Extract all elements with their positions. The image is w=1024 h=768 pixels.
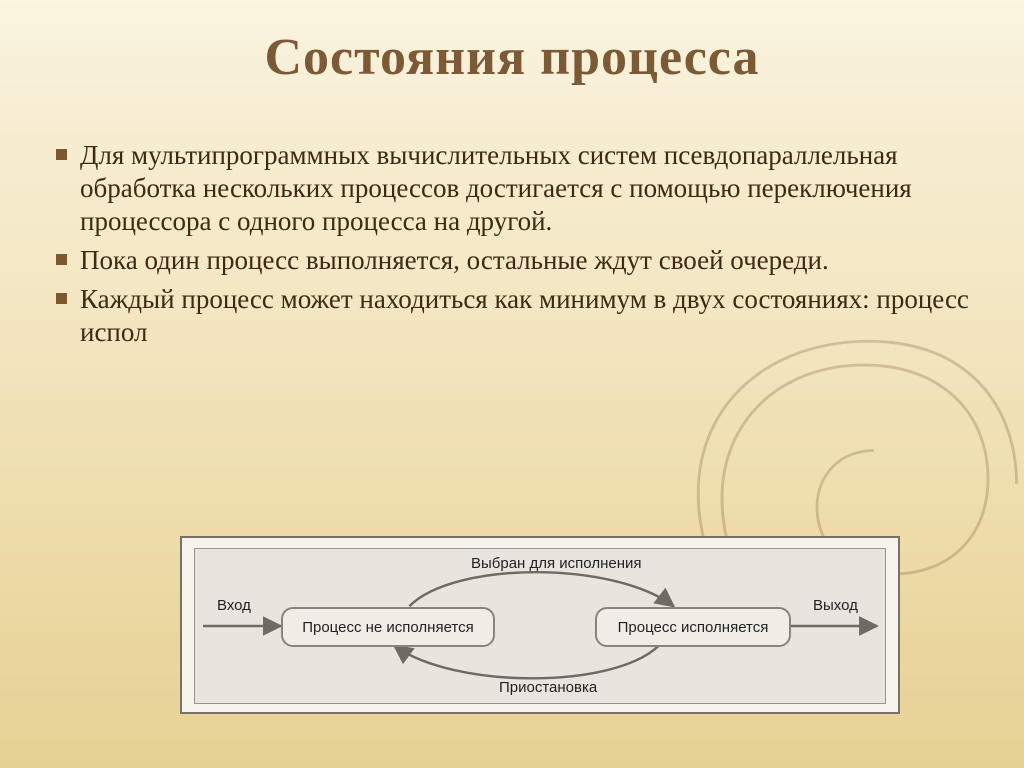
node-label: Процесс не исполняется [302, 619, 474, 636]
list-item: Пока один процесс выполняется, остальные… [48, 244, 976, 277]
state-diagram: Процесс не исполняется Процесс исполняет… [180, 536, 900, 714]
list-item: Для мультипрограммных вычислительных сис… [48, 139, 976, 238]
label-out: Выход [813, 597, 858, 614]
arrow-top [409, 572, 673, 606]
node-not-running: Процесс не исполняется [281, 607, 495, 647]
label-bottom: Приостановка [499, 679, 597, 696]
list-item: Каждый процесс может находиться как мини… [48, 283, 976, 349]
page-title: Состояния процесса [48, 28, 976, 87]
label-in: Вход [217, 597, 251, 614]
bullet-text: Для мультипрограммных вычислительных сис… [80, 140, 912, 236]
node-label: Процесс исполняется [618, 619, 769, 636]
diagram-canvas: Процесс не исполняется Процесс исполняет… [194, 548, 886, 704]
node-running: Процесс исполняется [595, 607, 791, 647]
bullet-list: Для мультипрограммных вычислительных сис… [48, 139, 976, 349]
label-top: Выбран для исполнения [471, 555, 642, 572]
arrow-bottom [394, 646, 658, 679]
bullet-text: Пока один процесс выполняется, остальные… [80, 245, 829, 275]
bullet-text: Каждый процесс может находиться как мини… [80, 284, 969, 347]
